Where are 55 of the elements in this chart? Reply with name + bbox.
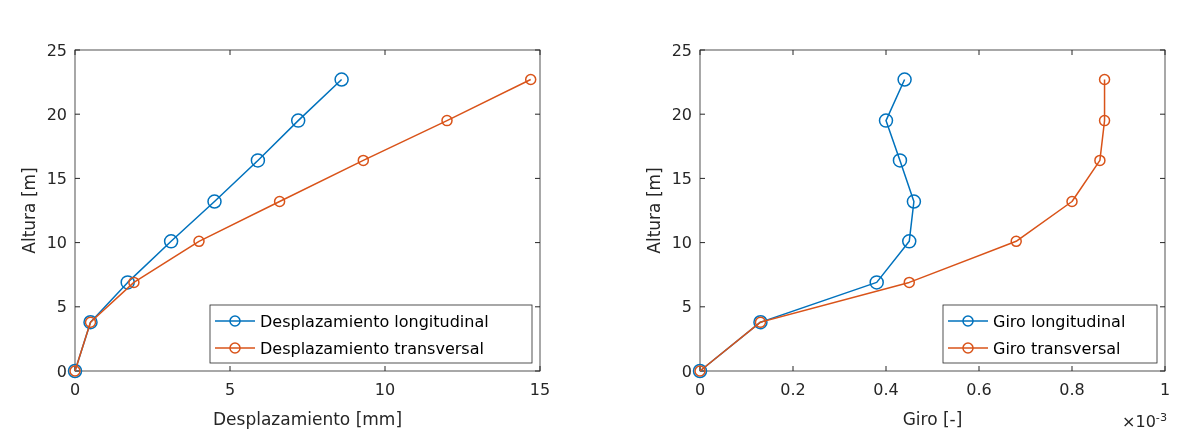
x-tick-label: 0.6	[966, 380, 992, 399]
point	[1094, 154, 1106, 167]
y-axis-title: Altura [m]	[644, 167, 664, 254]
x-tick-label: 5	[224, 380, 236, 399]
point	[193, 235, 205, 248]
point	[1066, 195, 1078, 208]
point	[273, 195, 286, 208]
x-tick-label: 15	[529, 380, 551, 399]
y-axis-title: Altura [m]	[19, 167, 39, 254]
x-axis-title: Desplazamiento [mm]	[212, 409, 403, 429]
x-tick-label: 0	[694, 380, 706, 399]
y-tick-label: 20	[671, 104, 692, 124]
point	[897, 72, 912, 87]
point	[524, 73, 537, 86]
x-tick-label: 0.2	[780, 380, 806, 399]
point	[869, 275, 884, 290]
x-tick-label: 0	[69, 380, 81, 399]
x-tick-label: 10	[374, 380, 396, 399]
point	[892, 153, 908, 168]
point	[1098, 114, 1111, 127]
y-tick-label: 0	[681, 361, 692, 381]
x-tick-label: 0.4	[873, 380, 899, 399]
legend-label: Giro transversal	[993, 338, 1121, 358]
point	[906, 194, 922, 209]
y-tick-label: 10	[46, 233, 67, 253]
point	[902, 234, 917, 249]
point	[441, 114, 453, 127]
legend-label: Desplazamiento transversal	[260, 338, 484, 358]
x-tick-label: 1	[1159, 380, 1171, 399]
point	[207, 194, 222, 209]
point	[120, 275, 135, 290]
point	[903, 276, 915, 289]
y-tick-label: 5	[56, 297, 67, 317]
y-tick-label: 15	[46, 169, 67, 188]
point	[250, 153, 266, 168]
y-tick-label: 25	[46, 40, 67, 60]
point	[878, 113, 894, 128]
x-axis-title: Giro [-]	[902, 409, 963, 429]
y-tick-label: 15	[671, 169, 692, 188]
y-tick-label: 20	[46, 104, 67, 124]
point	[1010, 235, 1022, 248]
legend-label: Desplazamiento longitudinal	[260, 311, 489, 331]
y-tick-label: 10	[671, 233, 692, 253]
point	[357, 154, 370, 167]
point	[163, 234, 179, 249]
text: ×10$^{-3}$	[1122, 410, 1167, 431]
y-tick-label: 0	[56, 361, 67, 381]
point	[128, 276, 140, 289]
point	[290, 113, 306, 128]
point	[334, 72, 349, 87]
x-tick-label: 0.8	[1059, 380, 1085, 399]
point	[1098, 73, 1111, 86]
legend-label: Giro longitudinal	[993, 311, 1126, 331]
y-tick-label: 5	[681, 297, 692, 317]
y-tick-label: 25	[671, 40, 692, 60]
